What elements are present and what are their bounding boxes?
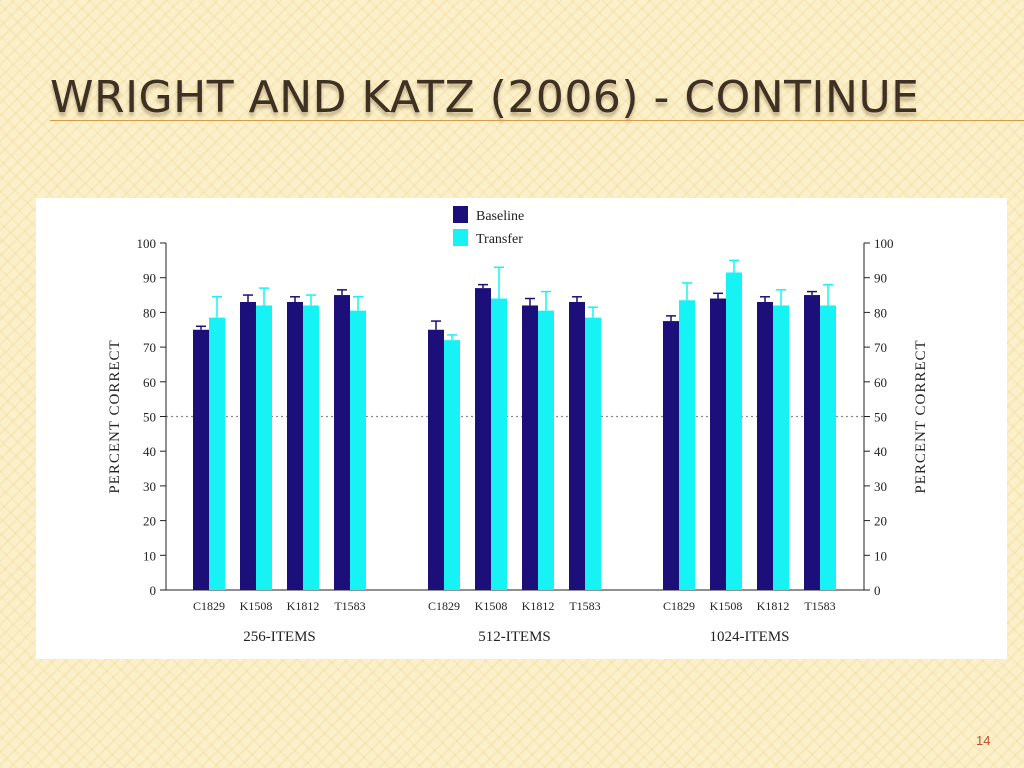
group-label: 1024-ITEMS [710,629,790,645]
legend-label-transfer: Transfer [476,232,523,247]
bar-transfer-t1583 [350,310,366,590]
bar-baseline-c1829 [428,329,444,590]
bar-baseline-k1508 [240,301,256,590]
y-tick-label-left: 60 [143,375,156,390]
x-tick-label: K1508 [475,599,508,613]
axis-layer [160,242,870,591]
y-tick-label-left: 10 [143,548,156,563]
x-tick-label: K1812 [287,599,320,613]
y-tick-label-right: 50 [874,410,887,425]
y-axis-title-right: PERCENT CORRECT [913,339,929,493]
bar-baseline-t1583 [334,295,350,590]
y-tick-label-right: 60 [874,375,887,390]
x-tick-label: K1812 [757,599,790,613]
bar-baseline-t1583 [569,301,585,590]
group-label: 256-ITEMS [243,629,316,645]
slide-title: Wright and Katz (2006) - Continue [50,72,920,123]
bar-baseline-c1829 [663,321,679,590]
y-tick-label-left: 100 [137,236,157,251]
legend-swatch-baseline [453,206,468,223]
bar-transfer-k1812 [773,305,789,590]
x-tick-label: K1812 [522,599,555,613]
y-tick-label-left: 30 [143,479,156,494]
title-underline [50,120,1024,121]
y-tick-label-right: 70 [874,340,887,355]
bar-layer [193,259,836,590]
group-label: 512-ITEMS [478,629,551,645]
legend: Baseline Transfer [453,206,524,247]
y-tick-label-right: 80 [874,305,887,320]
bar-transfer-k1508 [726,272,742,590]
y-axis-title-left: PERCENT CORRECT [107,339,123,493]
bar-transfer-k1812 [303,305,319,590]
x-tick-label: C1829 [663,599,695,613]
bar-transfer-t1583 [585,317,601,590]
bar-baseline-k1812 [287,301,303,590]
bar-baseline-t1583 [804,295,820,590]
y-tick-label-left: 20 [143,514,156,529]
x-tick-label: K1508 [240,599,273,613]
y-tick-label-left: 80 [143,305,156,320]
y-tick-label-right: 10 [874,548,887,563]
bar-transfer-c1829 [209,317,225,590]
y-tick-label-right: 0 [874,583,881,598]
y-tick-label-right: 100 [874,236,894,251]
x-tick-label: T1583 [569,599,600,613]
x-tick-label: T1583 [334,599,365,613]
y-tick-label-right: 30 [874,479,887,494]
bar-transfer-k1508 [256,305,272,590]
bar-transfer-t1583 [820,305,836,590]
y-tick-label-left: 70 [143,340,156,355]
y-tick-label-left: 40 [143,444,156,459]
x-tick-label: T1583 [804,599,835,613]
y-tick-label-left: 50 [143,410,156,425]
slide-number: 14 [976,733,991,748]
x-tick-label: K1508 [710,599,743,613]
bar-chart: 0 0 10 10 20 20 30 30 40 40 50 50 60 60 70 70 80 80 90 90 10… [107,206,929,645]
bar-baseline-k1812 [522,305,538,590]
x-tick-label: C1829 [193,599,225,613]
bar-baseline-k1812 [757,301,773,590]
bar-transfer-c1829 [679,300,695,590]
bar-baseline-c1829 [193,329,209,590]
label-layer: 0 0 10 10 20 20 30 30 40 40 50 50 60 60 70 70 80 80 90 90 10… [107,236,929,645]
legend-label-baseline: Baseline [476,209,524,224]
legend-swatch-transfer [453,229,468,246]
y-tick-label-right: 90 [874,271,887,286]
y-tick-label-right: 40 [874,444,887,459]
bar-transfer-k1508 [491,298,507,590]
bar-baseline-k1508 [475,288,491,590]
y-tick-label-left: 90 [143,271,156,286]
bar-transfer-c1829 [444,340,460,590]
x-tick-label: C1829 [428,599,460,613]
y-tick-label-left: 0 [150,583,157,598]
chart-figure: 0 0 10 10 20 20 30 30 40 40 50 50 60 60 70 70 80 80 90 90 10… [36,198,1007,659]
bar-transfer-k1812 [538,310,554,590]
y-tick-label-right: 20 [874,514,887,529]
bar-baseline-k1508 [710,298,726,590]
